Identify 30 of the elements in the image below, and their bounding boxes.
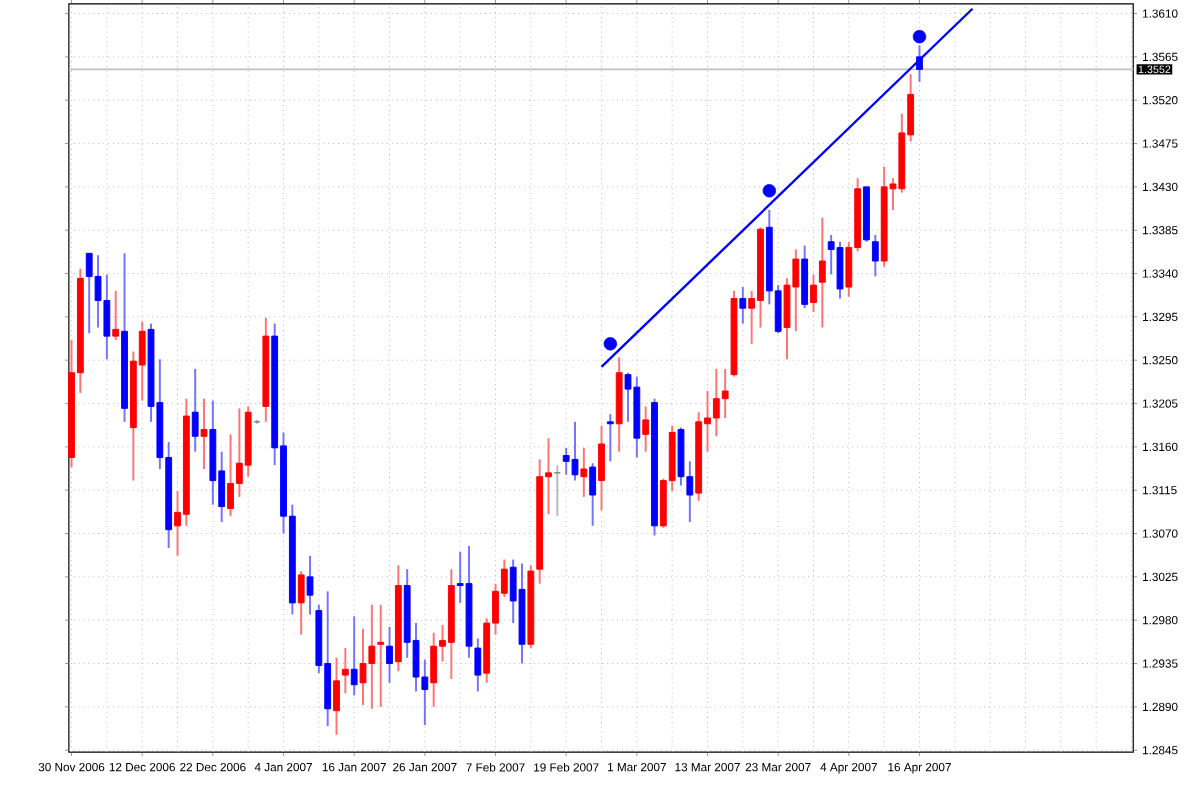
candlestick (191, 368, 199, 453)
candlestick (430, 631, 438, 709)
candlestick (377, 604, 385, 709)
point (603, 337, 618, 351)
candlestick (818, 216, 826, 329)
candlestick (306, 554, 314, 616)
candlestick (359, 628, 367, 707)
candlestick (810, 273, 817, 314)
candlestick (642, 405, 650, 453)
candlestick (598, 424, 605, 512)
candlestick (112, 290, 120, 342)
candlestick (386, 626, 393, 685)
candlestick (571, 421, 579, 482)
candlestick (580, 447, 588, 499)
candlestick (341, 647, 349, 695)
candlestick (474, 637, 482, 693)
candlestick (589, 462, 597, 528)
candlestick (606, 413, 614, 463)
candlestick (333, 657, 340, 737)
candlestick (871, 234, 879, 278)
candlestick (94, 254, 102, 329)
point (762, 184, 776, 198)
candlestick (801, 244, 809, 310)
candlestick (297, 570, 305, 636)
candlestick (836, 241, 844, 300)
candlestick (200, 397, 208, 471)
candlestick (739, 286, 747, 325)
candlestick (721, 368, 729, 420)
point (912, 30, 927, 44)
candlestick (350, 615, 358, 697)
